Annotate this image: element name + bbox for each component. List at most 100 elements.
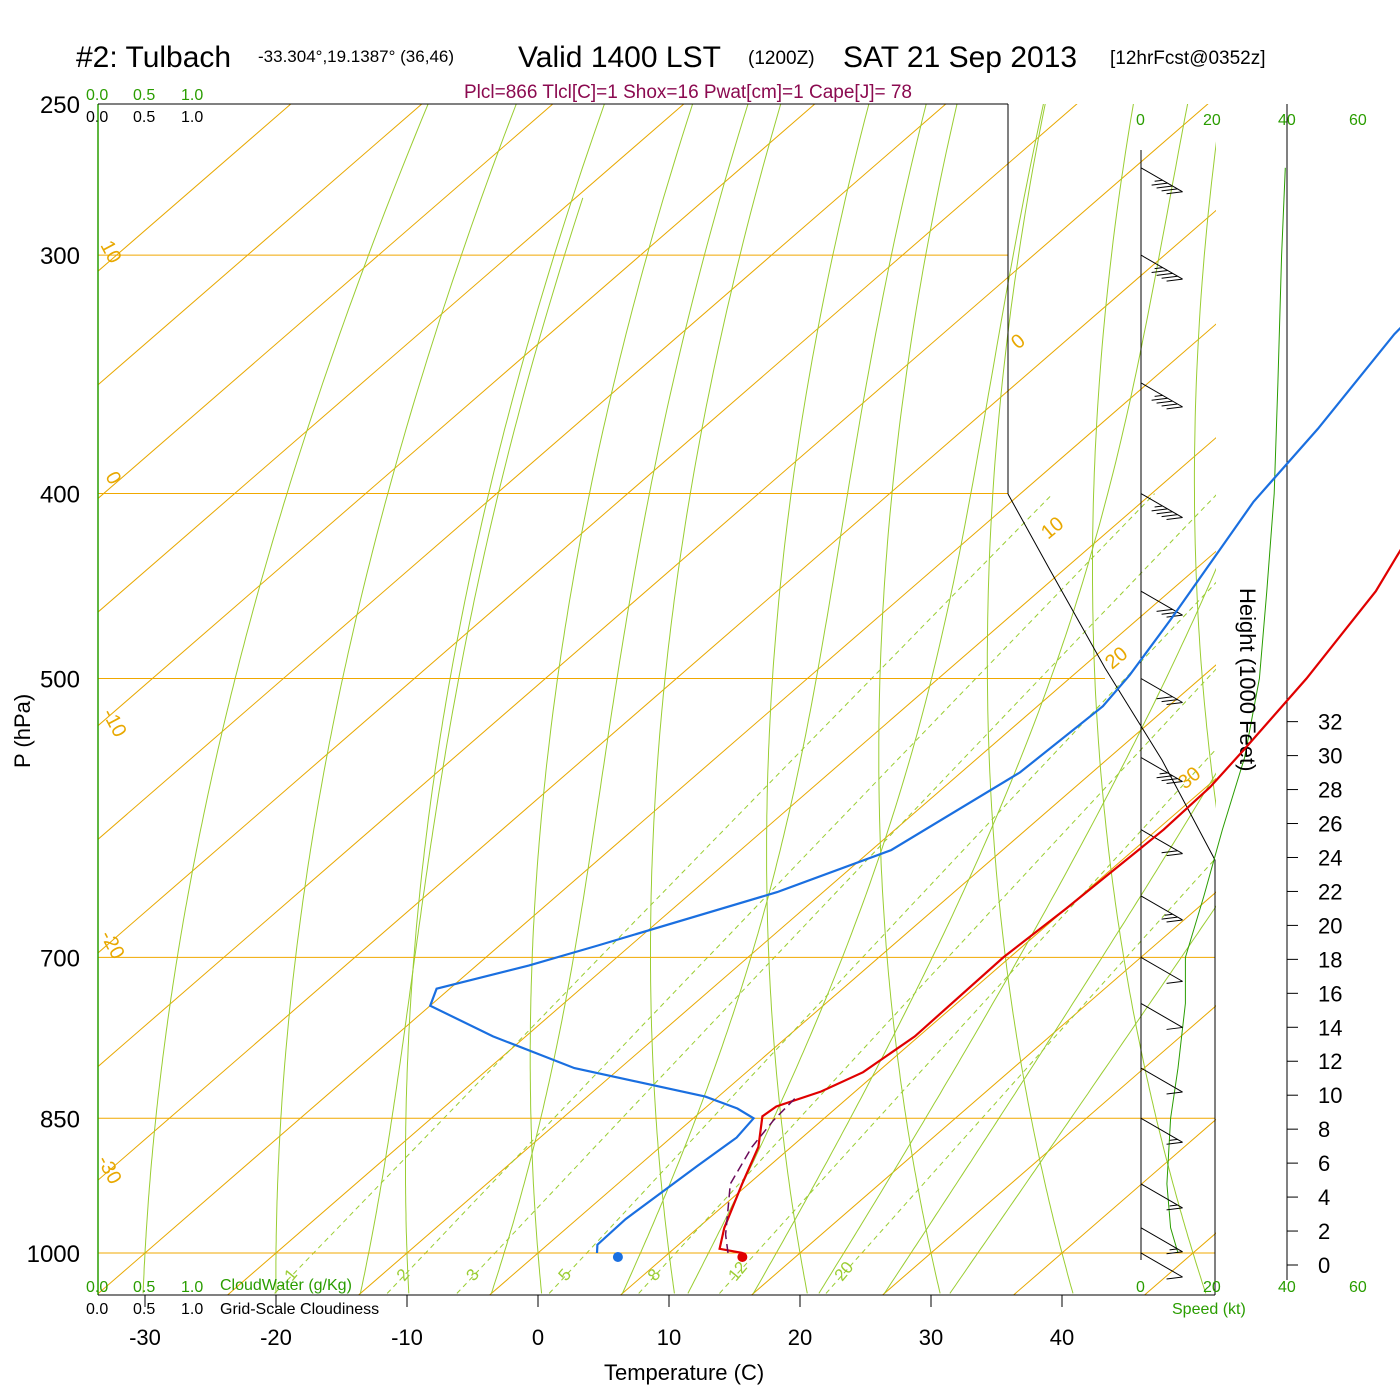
dry-adiabat bbox=[142, 104, 429, 1294]
legend-bottom-black-2: 1.0 bbox=[181, 1301, 203, 1318]
surface-dewpoint-marker bbox=[612, 1252, 623, 1262]
wind-barb-flag bbox=[1161, 699, 1178, 703]
wind-barb-flag bbox=[1156, 696, 1173, 700]
pressure-tick-label: 250 bbox=[40, 92, 80, 119]
isotherm-line bbox=[881, 1005, 1216, 1295]
legend-bottom-green-2: 1.0 bbox=[181, 1279, 203, 1296]
wind-barb-flag bbox=[1161, 850, 1178, 854]
height-tick-label: 32 bbox=[1318, 710, 1342, 735]
wind-barb-flag bbox=[1156, 185, 1173, 189]
wind-barb-half bbox=[1154, 505, 1163, 508]
wind-barb-staff bbox=[1140, 895, 1183, 921]
mixing-ratio-label: 12 bbox=[724, 1258, 751, 1285]
dry-adiabat bbox=[529, 104, 694, 1294]
isotherm-line bbox=[488, 664, 1216, 1295]
legend-top-green-1: 0.5 bbox=[133, 87, 155, 104]
wind-barb-half bbox=[1169, 1138, 1178, 1141]
plot-frame bbox=[97, 103, 1288, 1296]
wind-barb-flag bbox=[1151, 269, 1168, 273]
legend-top-green-0: 0.0 bbox=[86, 87, 108, 104]
dry-adiabat bbox=[1092, 104, 1207, 1294]
dry-adiabat bbox=[1389, 70, 1400, 1293]
wind-barb-flag bbox=[1161, 778, 1178, 782]
wind-barb-flag bbox=[1166, 1251, 1183, 1255]
dewpoint-line bbox=[428, 326, 1400, 1254]
wind-barb-staff bbox=[1140, 1252, 1183, 1278]
legend-top-black-1: 0.5 bbox=[133, 109, 155, 126]
wind-barb-staff bbox=[1140, 757, 1183, 782]
wind-barb-flag bbox=[1151, 508, 1168, 512]
x-tick-label: 30 bbox=[919, 1325, 943, 1350]
wind-barb-flag bbox=[1166, 1276, 1183, 1280]
isotherm-line bbox=[357, 550, 1216, 1295]
wind-barb-flag bbox=[1151, 182, 1168, 186]
x-tick-label: 0 bbox=[532, 1325, 544, 1350]
pressure-tick-label: 850 bbox=[40, 1106, 80, 1133]
isotherm-line bbox=[98, 104, 292, 272]
wind-barb-flag bbox=[1161, 916, 1178, 920]
isotherm-line bbox=[1012, 1118, 1216, 1295]
wind-barb-half bbox=[1169, 1204, 1178, 1207]
mixing-ratio-label: 20 bbox=[831, 1258, 858, 1285]
speed-top-40: 40 bbox=[1278, 112, 1296, 129]
isotherm-line bbox=[98, 104, 685, 613]
wind-barbs bbox=[1140, 167, 1183, 1280]
wind-barb-flag bbox=[1166, 191, 1183, 195]
isotherm-label: 10 bbox=[1037, 513, 1068, 544]
height-tick-label: 2 bbox=[1318, 1219, 1330, 1244]
wind-barb-flag bbox=[1161, 275, 1178, 279]
legend-bottom-black-1: 0.5 bbox=[133, 1301, 155, 1318]
isotherm-line bbox=[98, 104, 816, 727]
temperature-line bbox=[718, 548, 1400, 1255]
wind-barb-flag bbox=[1166, 1091, 1183, 1095]
height-tick-label: 30 bbox=[1318, 744, 1342, 769]
wind-barb-flag bbox=[1166, 406, 1183, 410]
isotherm-line bbox=[226, 437, 1216, 1295]
isotherm-line bbox=[98, 323, 1216, 1295]
mixing-ratio-line bbox=[274, 493, 1054, 1294]
wind-barb-flag bbox=[1166, 853, 1183, 857]
isotherm-line bbox=[750, 891, 1216, 1295]
mixing-ratio-line bbox=[638, 668, 1216, 1294]
date-title: SAT 21 Sep 2013 bbox=[843, 41, 1077, 74]
isobar-lines bbox=[98, 103, 1215, 1254]
wind-barb-half bbox=[1164, 913, 1173, 916]
wind-barb-flag bbox=[1166, 1141, 1183, 1145]
x-axis-ticks: -30 -20 -10 0 10 20 30 40 bbox=[129, 1295, 1074, 1350]
parcel-line bbox=[724, 1098, 796, 1254]
wind-barb-flag bbox=[1161, 403, 1178, 407]
legend-bottom-green-label: CloudWater (g/Kg) bbox=[220, 1277, 352, 1294]
x-tick-label: 20 bbox=[788, 1325, 812, 1350]
dry-adiabat bbox=[405, 104, 605, 1294]
height-axis-label: Height (1000 Feet) bbox=[1235, 588, 1260, 771]
wind-barb-flag bbox=[1166, 780, 1183, 784]
mixing-ratio-label: 2 bbox=[393, 1265, 414, 1284]
height-tick-label: 18 bbox=[1318, 947, 1342, 972]
legend-bottom-black-label: Grid-Scale Cloudiness bbox=[220, 1301, 379, 1318]
height-tick-label: 4 bbox=[1318, 1185, 1330, 1210]
wind-barb-flag bbox=[1166, 702, 1183, 705]
wind-barb-half bbox=[1169, 1248, 1178, 1251]
pressure-tick-label: 400 bbox=[40, 482, 80, 509]
speed-top-20: 20 bbox=[1203, 112, 1221, 129]
speed-line bbox=[1166, 167, 1286, 1254]
wind-barb-flag bbox=[1161, 514, 1178, 518]
height-tick-label: 12 bbox=[1318, 1049, 1342, 1074]
mixing-ratio-line bbox=[548, 581, 1216, 1294]
y-axis-label: P (hPa) bbox=[10, 694, 35, 768]
legend-bottom-green-0: 0.0 bbox=[86, 1279, 108, 1296]
height-tick-label: 16 bbox=[1318, 981, 1342, 1006]
wind-barb-flag bbox=[1156, 775, 1173, 779]
isotherm-label: -10 bbox=[98, 705, 131, 741]
zulu-title: (1200Z) bbox=[748, 48, 815, 69]
isotherm-line bbox=[98, 104, 423, 386]
isotherm-lines bbox=[98, 104, 1216, 1295]
wind-barb-flag bbox=[1166, 614, 1183, 618]
legend-top: 0.0 0.5 1.0 0.0 0.5 1.0 bbox=[86, 87, 203, 126]
wind-barb-flag bbox=[1166, 980, 1183, 984]
wind-barb-staff bbox=[1140, 1067, 1183, 1093]
mixing-ratio-line bbox=[456, 494, 1216, 1294]
wind-barb-flag bbox=[1166, 1207, 1183, 1211]
wind-barb-staff bbox=[1140, 254, 1183, 280]
